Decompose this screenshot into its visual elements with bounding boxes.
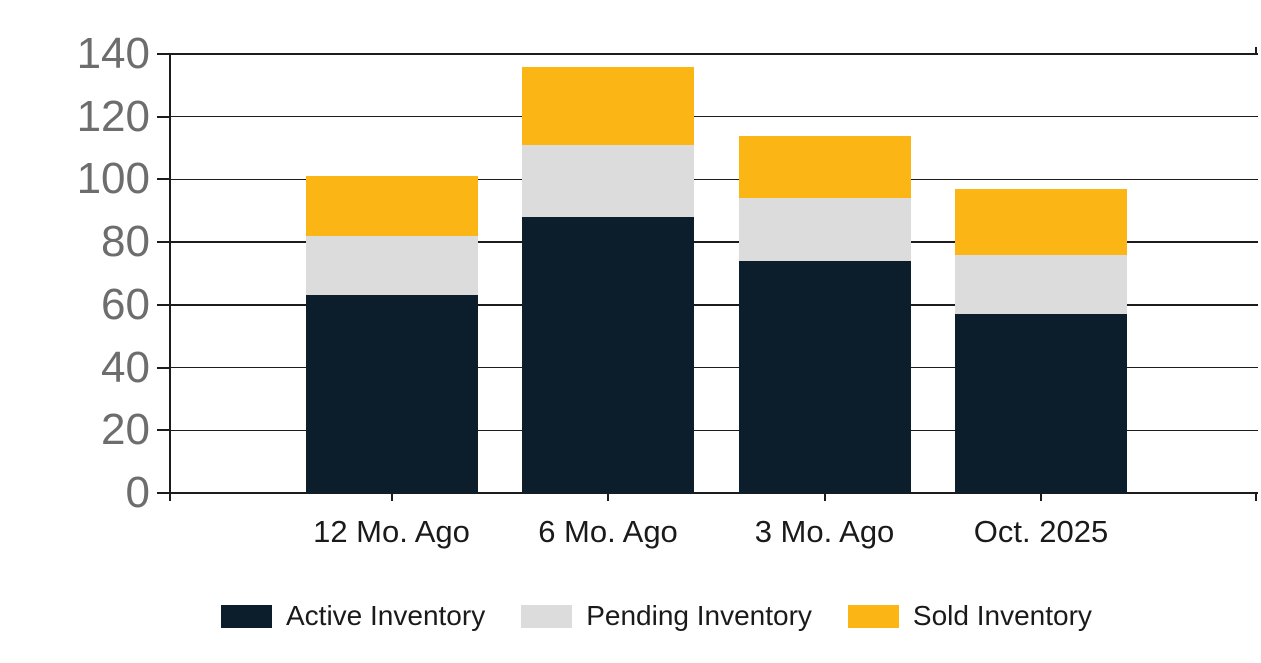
x-axis-label: 6 Mo. Ago xyxy=(538,514,678,549)
bar-segment-pending-inventory xyxy=(738,198,911,261)
y-gridline xyxy=(170,366,1258,369)
legend-label-pending-inventory: Pending Inventory xyxy=(586,600,812,631)
y-gridline xyxy=(170,53,1258,55)
legend-item-pending-inventory: Pending Inventory xyxy=(521,601,812,631)
x-axis-tick xyxy=(823,493,826,501)
bar-segment-sold-inventory xyxy=(305,176,478,236)
bar-segment-sold-inventory xyxy=(738,135,911,199)
y-axis-tick-label: 20 xyxy=(101,405,150,455)
legend-swatch-active-inventory xyxy=(221,604,272,628)
y-gridline xyxy=(170,178,1258,181)
y-gridline xyxy=(170,241,1258,243)
y-axis-tick-label: 100 xyxy=(76,154,150,204)
y-axis-tick xyxy=(157,429,170,432)
bar-segment-active-inventory xyxy=(738,260,911,493)
bar-segment-active-inventory xyxy=(955,314,1127,493)
y-axis-tick xyxy=(157,178,170,181)
bar-segment-pending-inventory xyxy=(955,254,1127,315)
bar-segment-pending-inventory xyxy=(522,144,694,218)
y-axis-tick-label: 140 xyxy=(76,29,150,78)
y-axis-tick-label: 80 xyxy=(101,217,150,267)
y-axis-tick xyxy=(157,53,170,55)
y-gridline xyxy=(170,492,1258,494)
y-axis-tick xyxy=(157,492,170,494)
legend-item-sold-inventory: Sold Inventory xyxy=(847,600,1092,631)
y-axis-tick-label: 60 xyxy=(101,279,150,329)
y-axis-tick xyxy=(157,303,170,306)
y-gridline xyxy=(170,429,1258,432)
legend-label-active-inventory: Active Inventory xyxy=(286,600,486,631)
y-gridline xyxy=(170,304,1258,306)
chart-legend: Active Inventory Pending Inventory Sold … xyxy=(221,601,1092,631)
x-axis-tick xyxy=(390,493,393,501)
bar-segment-sold-inventory xyxy=(955,188,1127,255)
x-axis-tick xyxy=(607,493,609,501)
frame-tick-bottom-right xyxy=(1255,493,1257,501)
y-axis-tick xyxy=(157,366,170,369)
y-axis-tick-label: 0 xyxy=(125,468,150,517)
y-axis-line xyxy=(169,54,171,501)
y-gridline xyxy=(170,115,1258,118)
x-axis-label: Oct. 2025 xyxy=(973,514,1109,549)
legend-label-sold-inventory: Sold Inventory xyxy=(912,600,1092,631)
y-axis-tick xyxy=(157,115,170,118)
x-axis-tick xyxy=(1040,493,1042,501)
y-axis-tick-label: 120 xyxy=(76,91,150,141)
y-axis-tick-label: 40 xyxy=(101,342,150,392)
legend-swatch-pending-inventory xyxy=(521,604,573,628)
frame-tick-top-right xyxy=(1255,47,1257,54)
x-axis-label: 3 Mo. Ago xyxy=(754,514,895,549)
bar-segment-active-inventory xyxy=(522,217,694,493)
bar-segment-active-inventory xyxy=(305,295,478,493)
bar-segment-sold-inventory xyxy=(522,66,694,145)
legend-item-active-inventory: Active Inventory xyxy=(221,601,485,631)
bar-segment-pending-inventory xyxy=(305,235,478,296)
y-axis-tick xyxy=(157,241,170,244)
legend-swatch-sold-inventory xyxy=(847,604,899,628)
x-axis-label: 12 Mo. Ago xyxy=(313,514,470,549)
